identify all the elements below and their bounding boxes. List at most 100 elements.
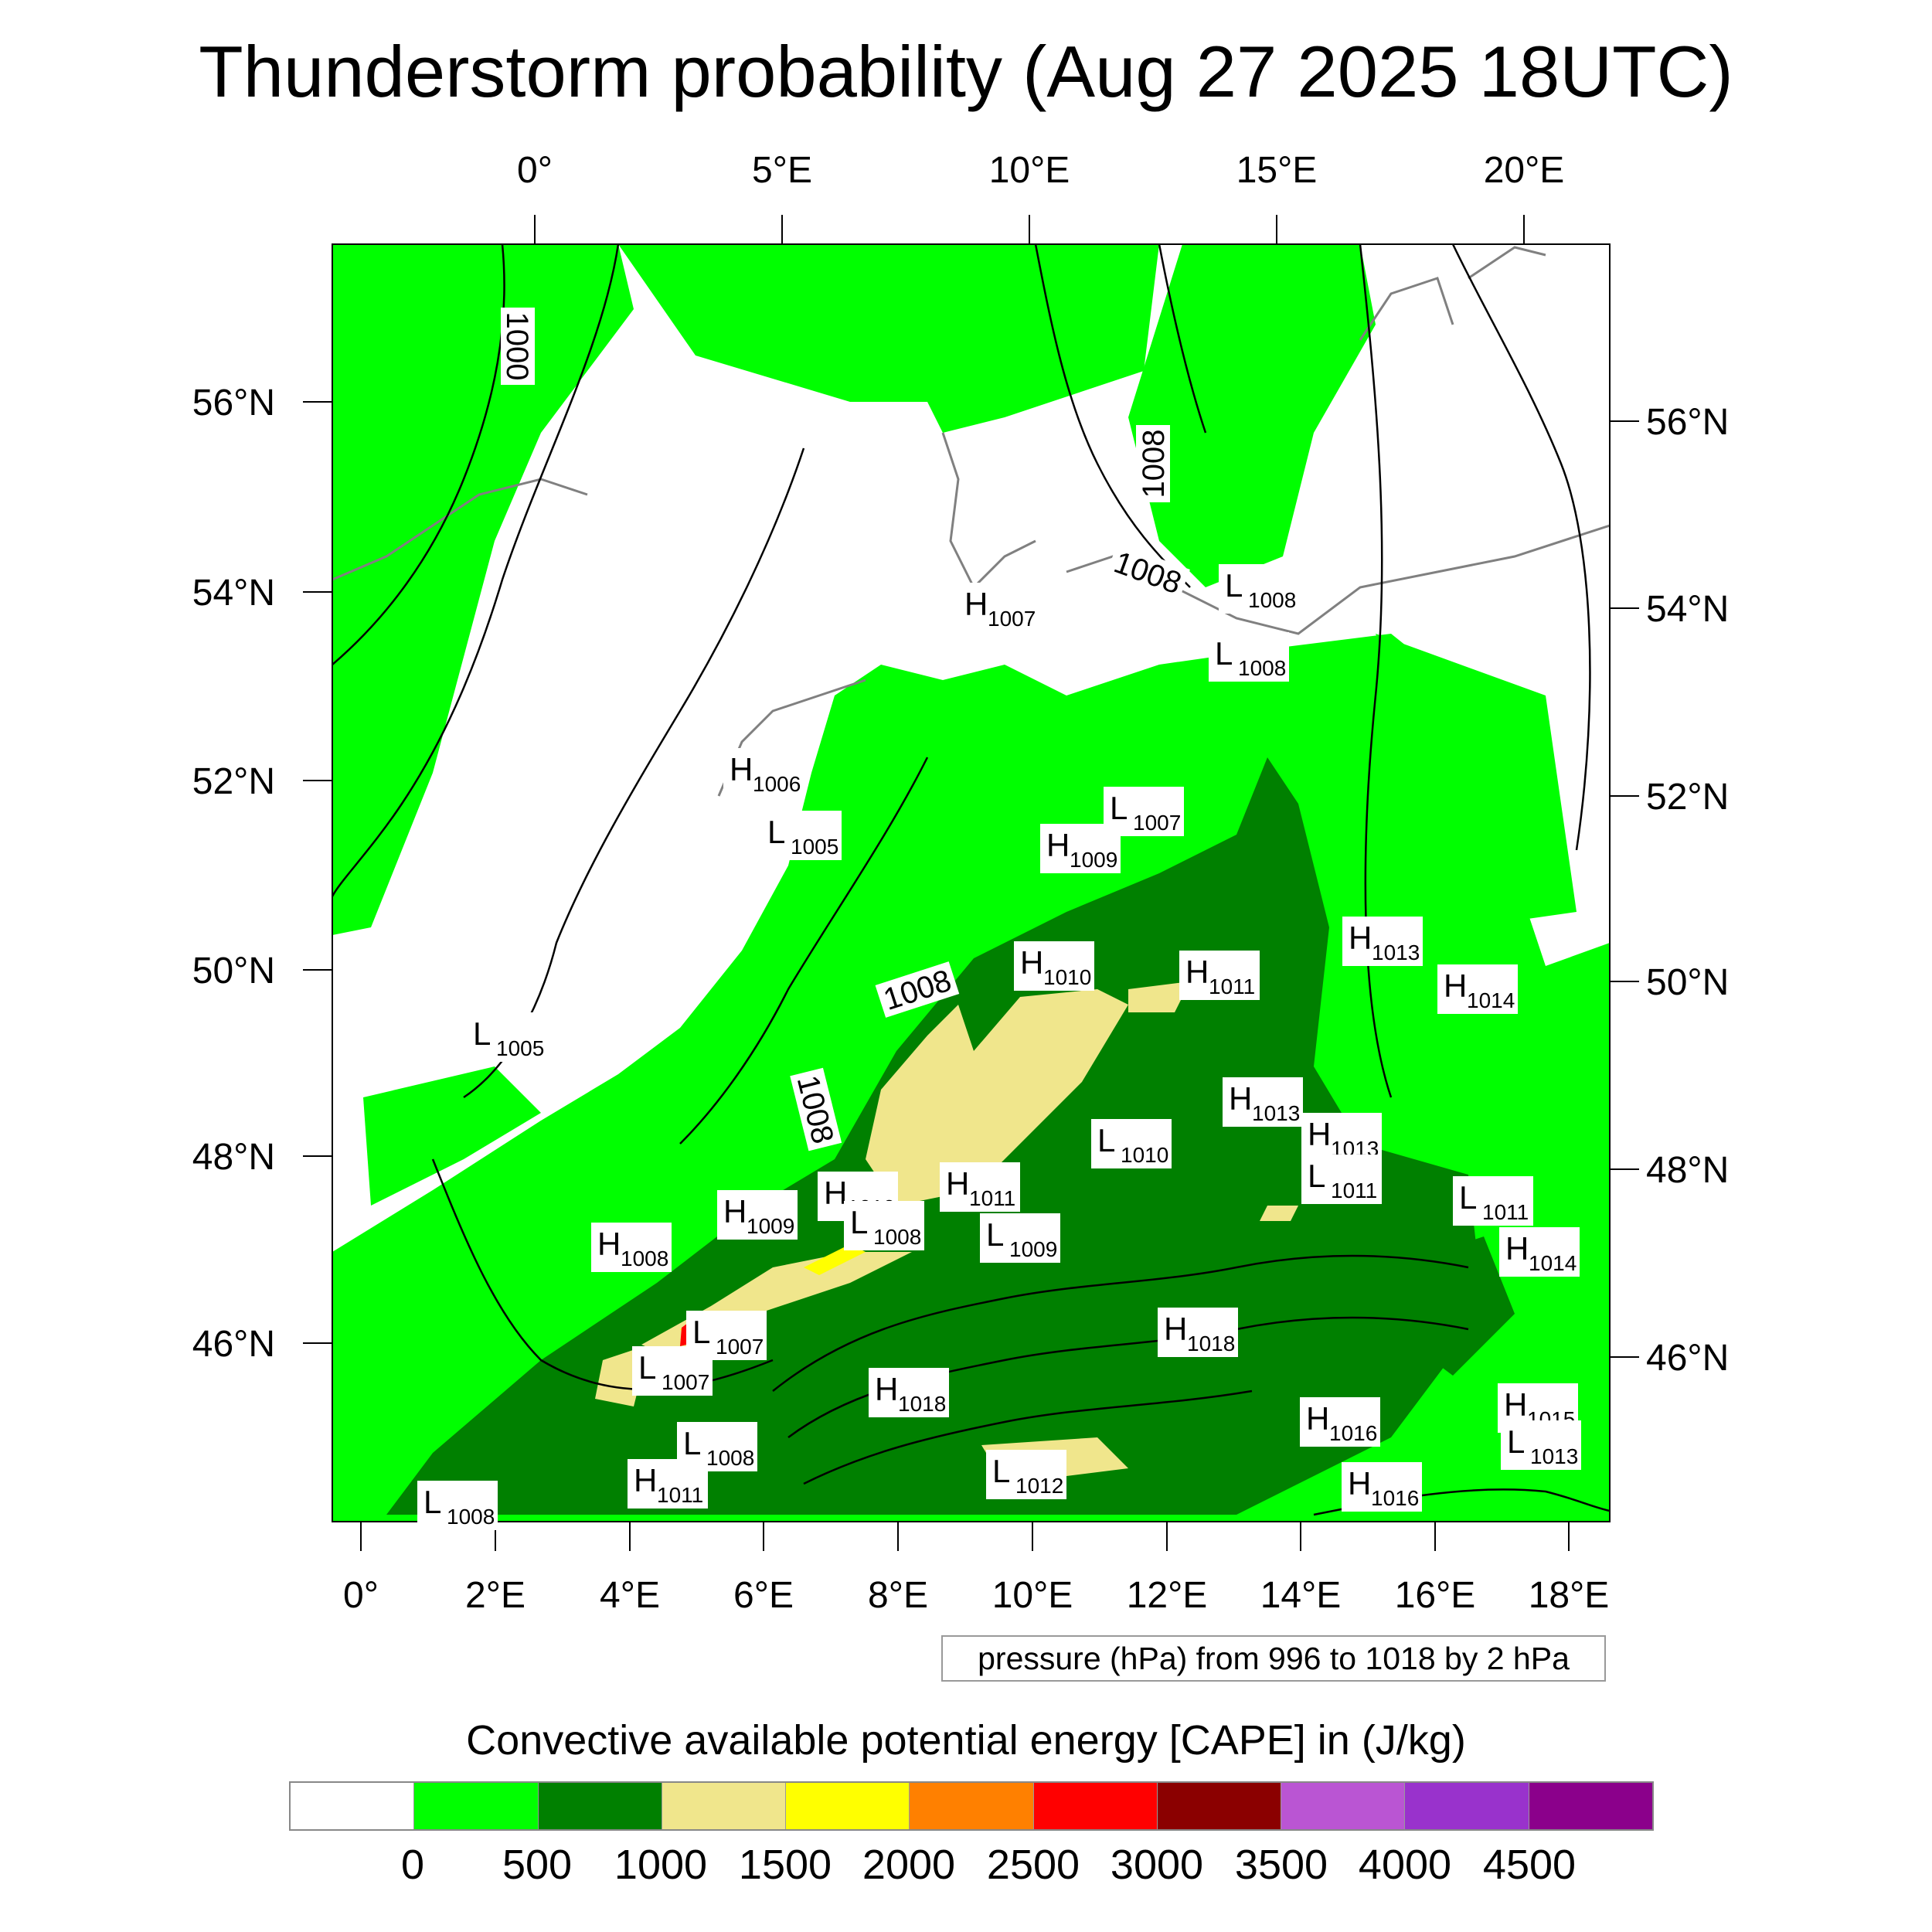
colorbar-swatch	[1529, 1783, 1652, 1829]
bottom-axis-label: 4°E	[600, 1575, 660, 1616]
pressure-center-value: 1007	[716, 1335, 764, 1359]
pressure-center-marker: H 1016	[1300, 1397, 1380, 1447]
isobar-alps-1	[772, 1254, 1469, 1392]
isobar-label-bg	[1136, 425, 1170, 502]
pressure-center-bg	[986, 1450, 1066, 1499]
colorbar-tick: 4000	[1358, 1842, 1452, 1888]
pressure-center-marker: H 1006	[723, 748, 804, 798]
pressure-center-value: 1014	[1467, 988, 1515, 1012]
pressure-center-value: 1014	[1529, 1251, 1577, 1275]
bottom-axis: 0° 2°E 4°E 6°E 8°E 10°E 12°E 14°E 16°E 1…	[343, 1575, 1609, 1616]
pressure-center-value: 1010	[1043, 965, 1091, 989]
pressure-center-type: L	[1215, 635, 1233, 672]
isobar-label: 1000	[500, 312, 534, 381]
cape-core-small	[1260, 1206, 1298, 1221]
pressure-center-marker: H 1013	[1301, 1113, 1382, 1162]
pressure-center-bg	[1040, 824, 1121, 873]
pressure-center-value: 1011	[657, 1483, 703, 1507]
pressure-center-bg	[1091, 1119, 1172, 1168]
pressure-center-marker: H 1007	[958, 583, 1039, 632]
pressure-center-type: L	[1308, 1158, 1325, 1194]
pressure-center-marker: H 1009	[717, 1190, 798, 1240]
pressure-center-marker: L 1011	[1301, 1155, 1382, 1204]
pressure-center-value: 1013	[1372, 940, 1420, 964]
pressure-center-marker: H 1016	[1342, 1462, 1422, 1512]
colorbar-tick: 0	[400, 1842, 425, 1888]
pressure-center-bg	[1453, 1176, 1533, 1226]
bottom-axis-label: 14°E	[1260, 1575, 1342, 1616]
pressure-center-type: H	[1306, 1400, 1329, 1437]
pressure-center-type: H	[730, 751, 753, 787]
top-axis-label: 20°E	[1484, 150, 1565, 191]
pressure-center-bg	[632, 1346, 713, 1396]
pressure-center-bg	[1223, 1077, 1303, 1127]
pressure-center-marker: L 1005	[467, 1012, 547, 1062]
pressure-center-marker: L 1013	[1501, 1420, 1581, 1470]
pressure-center-marker: L 1008	[1219, 564, 1299, 614]
pressure-center-type: L	[1459, 1179, 1477, 1216]
pressure-center-bg	[1301, 1155, 1382, 1204]
pressure-center-marker: H 1011	[940, 1162, 1020, 1212]
pressure-center-bg	[467, 1012, 547, 1062]
pressure-center-marker: L 1009	[980, 1213, 1060, 1263]
pressure-center-value: 1005	[791, 835, 838, 859]
pressure-center-type: H	[634, 1462, 657, 1498]
pressure-center-value: 1012	[1015, 1474, 1063, 1498]
pressure-center-type: H	[1348, 1465, 1371, 1502]
pressure-center-bg	[1179, 951, 1260, 1000]
pressure-center-marker: H 1014	[1437, 964, 1518, 1014]
pressure-center-bg	[723, 748, 804, 798]
top-axis-label: 0°	[517, 150, 553, 191]
pressure-center-bg	[1437, 964, 1518, 1014]
pressure-center-type: H	[1229, 1080, 1252, 1117]
pressure-center-bg	[869, 1368, 949, 1417]
pressure-center-bg	[1301, 1113, 1382, 1162]
top-axis: 0° 5°E 10°E 15°E 20°E	[517, 150, 1564, 191]
left-axis-label: 54°N	[192, 573, 275, 614]
cape-region-north-sea	[618, 244, 1159, 433]
pressure-center-bg	[1499, 1227, 1580, 1277]
left-axis-label: 48°N	[192, 1137, 275, 1178]
pressure-center-marker: H 1013	[1342, 917, 1423, 966]
pressure-center-value: 1016	[1329, 1421, 1377, 1445]
pressure-center-type: L	[1507, 1423, 1525, 1460]
cape-band-east	[1391, 1236, 1515, 1376]
pressure-center-value: 1007	[1133, 811, 1181, 835]
pressure-center-value: 1011	[1482, 1200, 1529, 1224]
pressure-center-value: 1006	[753, 772, 801, 796]
colorbar-swatch	[414, 1783, 539, 1829]
pressure-center-value: 1011	[969, 1186, 1015, 1210]
coastline-britain	[332, 478, 588, 581]
bottom-axis-label: 0°	[343, 1575, 379, 1616]
pressure-center-bg	[1501, 1420, 1581, 1470]
colorbar-tick: 3500	[1234, 1842, 1328, 1888]
pressure-center-type: H	[1504, 1386, 1527, 1423]
pressure-center-marker: H 1008	[591, 1223, 672, 1272]
pressure-note: pressure (hPa) from 996 to 1018 by 2 hPa	[941, 1635, 1606, 1682]
isobar-alps-3	[803, 1389, 1253, 1485]
bottom-axis-label: 8°E	[868, 1575, 928, 1616]
pressure-center-type: L	[992, 1453, 1010, 1489]
isobar-1012	[1451, 244, 1591, 851]
pressure-center-value: 1005	[496, 1036, 544, 1060]
pressure-center-type: H	[723, 1193, 747, 1230]
pressure-center-value: 1011	[1331, 1179, 1377, 1202]
pressure-center-type: H	[964, 586, 988, 622]
cape-region-west-coast	[332, 244, 634, 935]
pressure-center-value: 1011	[1209, 975, 1255, 998]
coastline-sweden	[1359, 277, 1454, 341]
right-axis-label: 48°N	[1646, 1150, 1729, 1191]
pressure-center-marker: H 1011	[628, 1459, 708, 1509]
pressure-center-marker: L 1012	[986, 1450, 1066, 1499]
cape-red-spot	[680, 1323, 688, 1346]
pressure-center-value: 1007	[988, 607, 1036, 631]
bottom-axis-label: 10°E	[992, 1575, 1073, 1616]
pressure-center-value: 1009	[747, 1214, 794, 1238]
pressure-center-marker: L 1008	[1209, 632, 1289, 682]
chart-title: Thunderstorm probability (Aug 27 2025 18…	[199, 31, 1733, 112]
colorbar-swatch	[662, 1783, 787, 1829]
pressure-center-value: 1008	[706, 1446, 754, 1470]
pressure-center-marker: H 1011	[1179, 951, 1260, 1000]
